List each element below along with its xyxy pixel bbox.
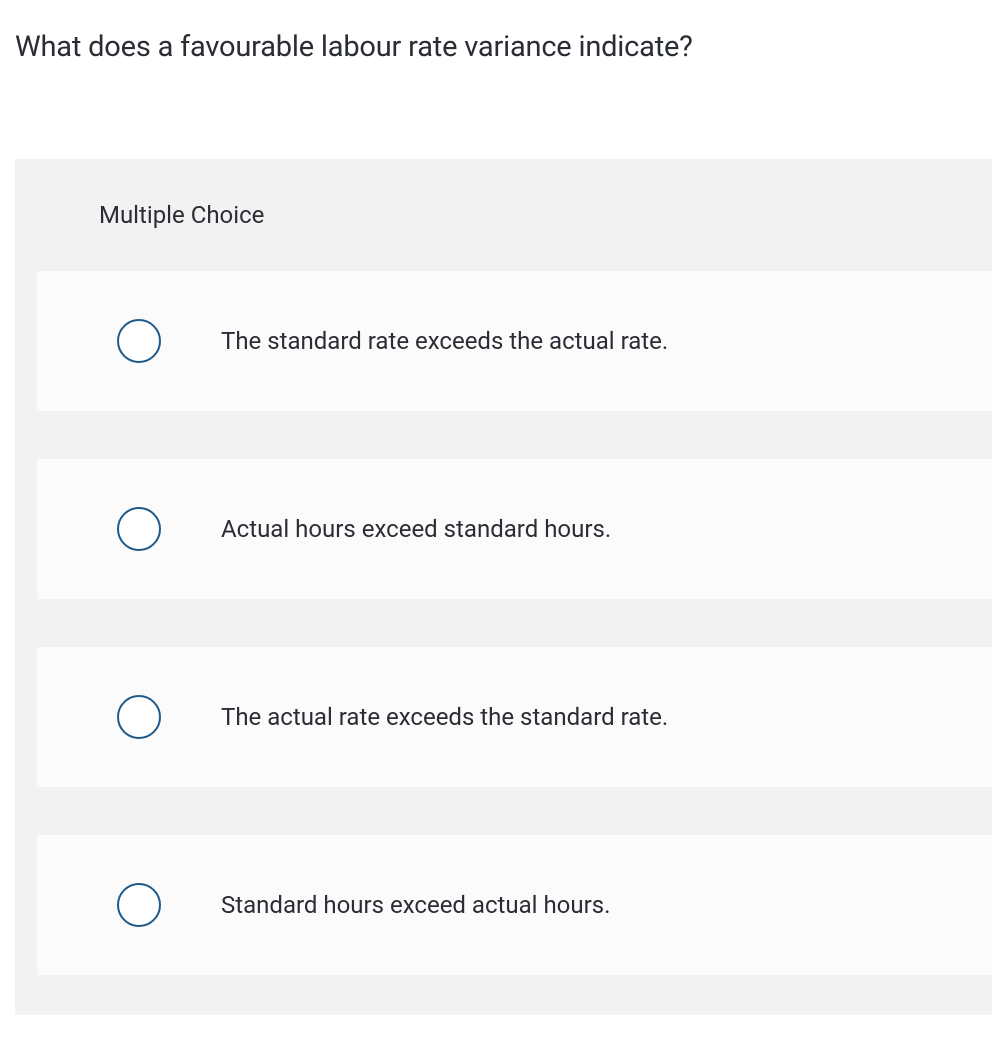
answer-panel: Multiple Choice The standard rate exceed… bbox=[15, 159, 992, 1015]
option-label: Actual hours exceed standard hours. bbox=[221, 515, 611, 543]
option-label: Standard hours exceed actual hours. bbox=[221, 891, 610, 919]
radio-icon[interactable] bbox=[117, 319, 161, 363]
option-card[interactable]: The standard rate exceeds the actual rat… bbox=[37, 271, 992, 411]
radio-icon[interactable] bbox=[117, 695, 161, 739]
option-card[interactable]: The actual rate exceeds the standard rat… bbox=[37, 647, 992, 787]
option-label: The standard rate exceeds the actual rat… bbox=[221, 327, 668, 355]
option-card[interactable]: Standard hours exceed actual hours. bbox=[37, 835, 992, 975]
options-list: The standard rate exceeds the actual rat… bbox=[15, 271, 992, 975]
question-text: What does a favourable labour rate varia… bbox=[0, 0, 992, 64]
radio-icon[interactable] bbox=[117, 883, 161, 927]
radio-icon[interactable] bbox=[117, 507, 161, 551]
panel-header: Multiple Choice bbox=[15, 159, 992, 271]
option-card[interactable]: Actual hours exceed standard hours. bbox=[37, 459, 992, 599]
option-label: The actual rate exceeds the standard rat… bbox=[221, 703, 668, 731]
